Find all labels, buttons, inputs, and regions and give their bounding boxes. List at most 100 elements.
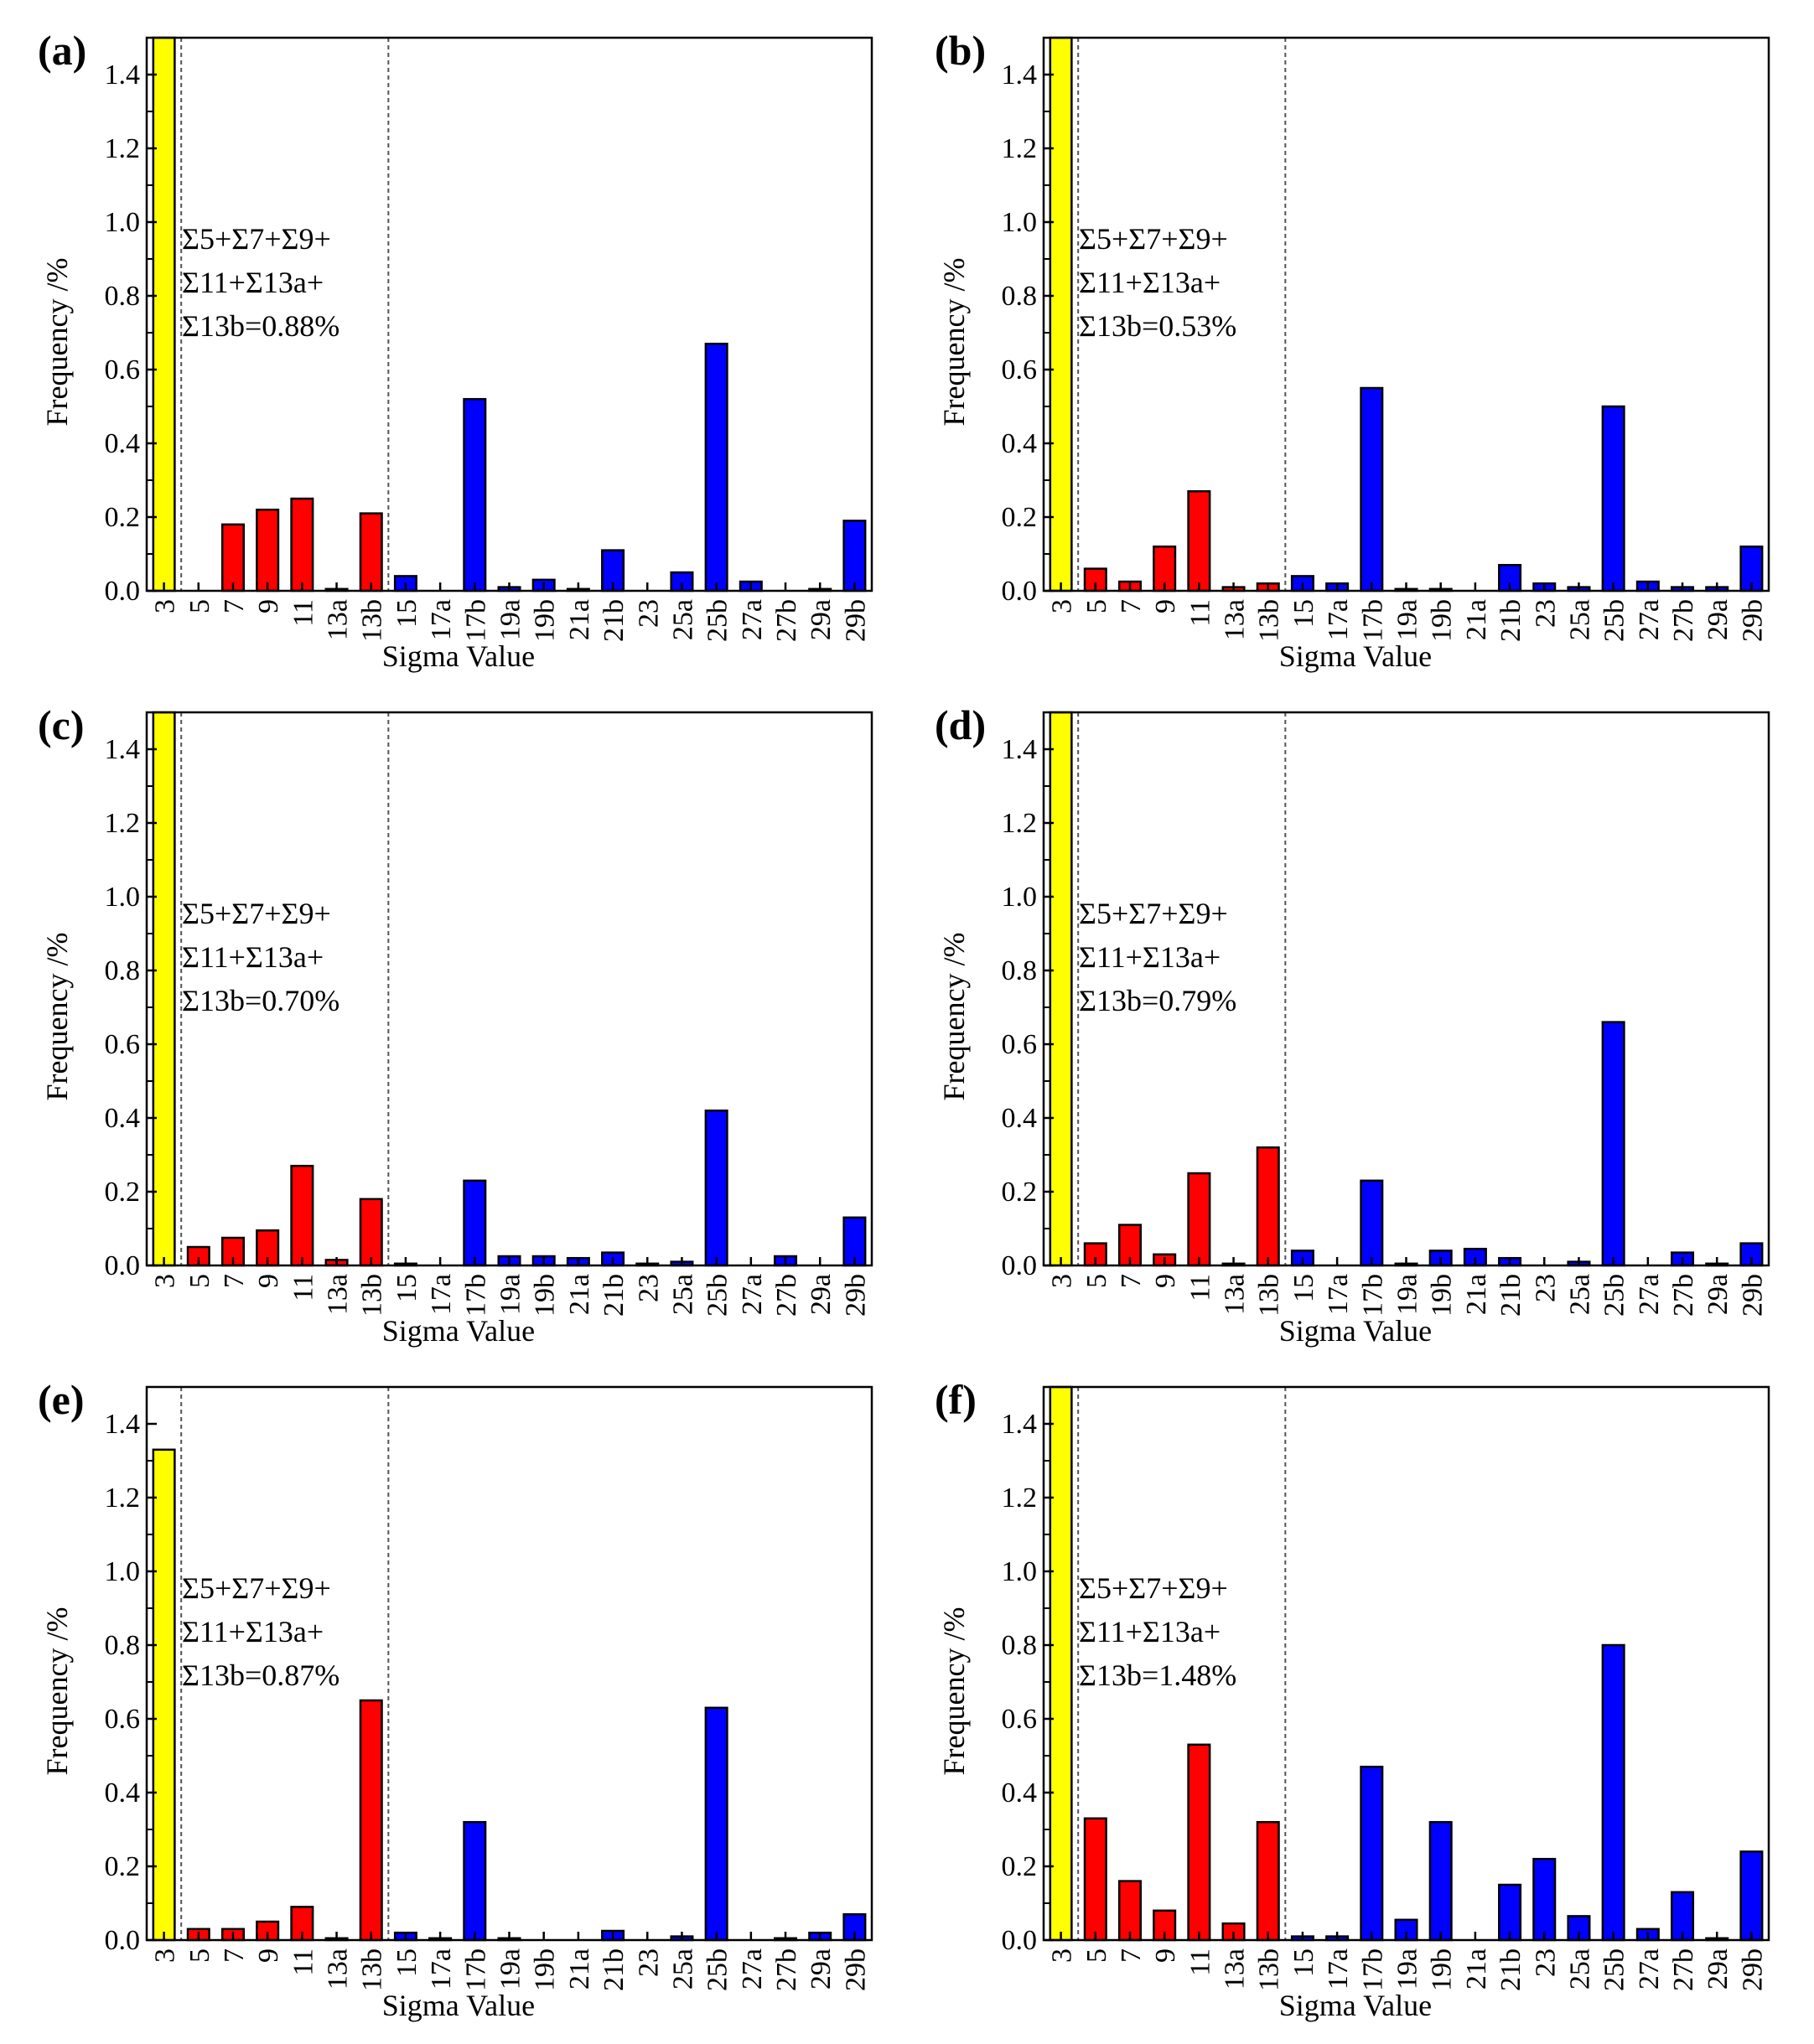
- y-axis-title: Frequency /%: [40, 933, 74, 1101]
- bar-sigma-13b: [359, 512, 383, 593]
- y-tick-label: 1.4: [1002, 1409, 1038, 1440]
- x-tick-label: 21a: [564, 599, 595, 640]
- y-tick-label: 0.0: [1002, 1250, 1038, 1281]
- bar-sigma-13b: [1256, 1820, 1280, 1942]
- x-tick-label: 17a: [426, 1948, 457, 1990]
- x-tick-label: 5: [1081, 1274, 1112, 1288]
- x-tick-label: 19b: [530, 599, 561, 642]
- x-tick-label: 21b: [599, 1948, 630, 1991]
- sum-annotation-line: Σ11+Σ13a+: [182, 266, 324, 299]
- y-tick-label: 0.4: [1002, 428, 1038, 459]
- x-tick-label: 29a: [806, 1274, 837, 1315]
- y-tick-label: 0.4: [1002, 1103, 1038, 1134]
- y-tick-label: 0.2: [105, 1177, 141, 1208]
- panel-label: (b): [935, 27, 986, 74]
- x-tick-label: 17a: [1323, 1274, 1354, 1315]
- x-axis-title: Sigma Value: [1279, 1989, 1432, 2022]
- x-axis-title: Sigma Value: [382, 1989, 535, 2022]
- x-tick-label: 19a: [495, 1948, 526, 1990]
- y-tick-label: 1.2: [1002, 808, 1038, 839]
- bar-sigma-23: [1532, 1857, 1557, 1942]
- x-tick-label: 23: [1530, 1274, 1561, 1302]
- bar-sigma-25b: [1601, 1021, 1625, 1267]
- y-axis-title: Frequency /%: [937, 258, 971, 427]
- x-tick-label: 25a: [668, 1948, 699, 1990]
- x-tick-label: 9: [1150, 1274, 1181, 1288]
- x-tick-label: 11: [288, 599, 319, 627]
- y-tick-label: 1.0: [105, 207, 141, 238]
- y-tick-label: 0.8: [105, 1630, 141, 1661]
- y-tick-label: 0.6: [105, 1029, 141, 1060]
- bar-sigma-11: [290, 497, 314, 593]
- y-tick-label: 0.2: [105, 1851, 141, 1882]
- x-tick-label: 29b: [840, 599, 871, 642]
- x-axis-title: Sigma Value: [382, 1314, 535, 1348]
- sum-annotation-line: Σ11+Σ13a+: [1079, 266, 1221, 299]
- y-tick-label: 1.2: [1002, 133, 1038, 164]
- y-tick-label: 0.2: [1002, 1851, 1038, 1882]
- bar-sigma-11: [1187, 1743, 1211, 1942]
- bar-sigma-7: [1117, 1880, 1142, 1942]
- chart-panel-c: (c)0.00.20.40.60.81.01.21.43 5 7 9 11 13a 13b 1…: [38, 701, 873, 1348]
- x-tick-label: 21b: [599, 599, 630, 642]
- sum-annotation-line: Σ5+Σ7+Σ9+: [1079, 1571, 1228, 1605]
- chart-panel-d: (d)0.00.20.40.60.81.01.21.43 5 7 9 11 13a 13b 1…: [935, 701, 1770, 1348]
- x-tick-label: 7: [1116, 1948, 1147, 1963]
- x-tick-label: 27b: [771, 1948, 802, 1991]
- x-tick-label: 29b: [1737, 1948, 1768, 1991]
- y-axis-title: Frequency /%: [40, 258, 74, 427]
- sum-annotation-line: Σ11+Σ13a+: [182, 1615, 324, 1648]
- x-tick-label: 11: [1184, 599, 1215, 627]
- y-tick-label: 1.4: [1002, 734, 1038, 765]
- y-tick-label: 0.8: [1002, 1630, 1038, 1661]
- x-tick-label: 29b: [1737, 1274, 1768, 1317]
- x-tick-label: 19b: [530, 1274, 561, 1317]
- x-tick-label: 19a: [1392, 1948, 1423, 1990]
- x-tick-label: 17b: [460, 599, 491, 642]
- x-tick-label: 15: [1288, 1948, 1319, 1977]
- x-tick-label: 29b: [840, 1274, 871, 1317]
- x-tick-label: 27b: [1668, 1274, 1699, 1317]
- x-tick-label: 21a: [1461, 1948, 1492, 1990]
- x-tick-label: 11: [288, 1274, 319, 1301]
- y-tick-label: 1.4: [105, 1409, 141, 1440]
- y-tick-label: 0.4: [105, 1103, 141, 1134]
- panel-label: (c): [38, 701, 85, 748]
- x-tick-label: 7: [219, 1274, 250, 1288]
- y-tick-label: 0.2: [1002, 502, 1038, 533]
- x-tick-label: 15: [391, 1274, 422, 1302]
- y-tick-label: 1.4: [1002, 60, 1038, 91]
- x-tick-label: 13b: [1254, 1948, 1285, 1991]
- x-tick-label: 13b: [357, 1274, 388, 1317]
- bar-sigma-25b: [1601, 405, 1625, 593]
- x-tick-label: 3: [150, 1274, 181, 1288]
- x-tick-label: 9: [253, 1948, 284, 1963]
- y-tick-label: 0.0: [105, 1925, 141, 1956]
- x-axis-title: Sigma Value: [382, 639, 535, 673]
- y-tick-label: 1.0: [1002, 207, 1038, 238]
- x-tick-label: 29b: [1737, 599, 1768, 642]
- x-tick-label: 9: [1150, 599, 1181, 613]
- x-tick-label: 5: [1081, 599, 1112, 613]
- bar-sigma-17b: [1360, 1179, 1384, 1267]
- bar-sigma-3: [1049, 711, 1073, 1267]
- bar-sigma-17b: [463, 1820, 487, 1942]
- x-tick-label: 25b: [702, 1948, 733, 1991]
- y-tick-label: 0.8: [1002, 281, 1038, 312]
- x-tick-label: 19b: [1427, 599, 1458, 642]
- bar-sigma-25b: [704, 1109, 728, 1267]
- y-tick-label: 0.0: [1002, 1925, 1038, 1956]
- y-tick-label: 1.2: [105, 808, 141, 839]
- x-tick-label: 19a: [495, 599, 526, 640]
- x-tick-label: 29a: [1703, 599, 1734, 640]
- bar-sigma-11: [1187, 1172, 1211, 1267]
- x-tick-label: 25b: [702, 1274, 733, 1317]
- x-tick-label: 5: [184, 1948, 215, 1963]
- x-tick-label: 9: [1150, 1948, 1181, 1963]
- sum-annotation-line: Σ13b=1.48%: [1079, 1658, 1236, 1692]
- x-tick-label: 25a: [668, 599, 699, 640]
- x-tick-label: 29a: [1703, 1948, 1734, 1990]
- y-tick-label: 0.6: [1002, 1029, 1038, 1060]
- x-tick-label: 23: [633, 1948, 664, 1977]
- x-tick-label: 21a: [564, 1948, 595, 1990]
